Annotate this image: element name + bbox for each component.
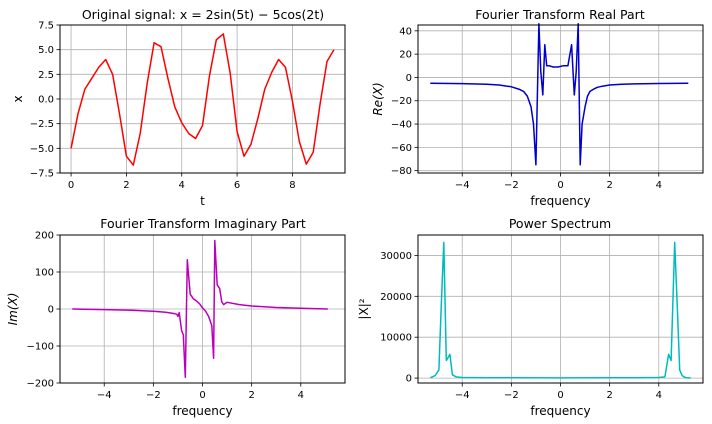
y-tick-label: −20 [391, 96, 412, 107]
chart-title: Power Spectrum [509, 216, 611, 231]
x-tick-label: 4 [298, 390, 304, 401]
y-tick-label: 2.5 [38, 70, 54, 81]
x-tick-label: 4 [656, 390, 662, 401]
chart-fourier-imaginary: Fourier Transform Imaginary Part −4 −2 0 2 4… [6, 216, 346, 418]
y-tick-label: 0 [406, 73, 412, 84]
x-tick-label: 4 [656, 180, 662, 191]
y-axis-label: x [11, 95, 25, 102]
x-tick-label: 2 [123, 180, 129, 191]
x-tick-label: 0 [199, 390, 205, 401]
y-tick-label: 200 [35, 231, 54, 242]
y-tick-label: 10000 [380, 333, 412, 344]
x-tick-label: −2 [146, 390, 161, 401]
x-tick-label: 0 [557, 180, 563, 191]
y-tick-label: −40 [391, 120, 412, 131]
x-tick-label: −4 [455, 390, 470, 401]
x-tick-label: 6 [234, 180, 240, 191]
y-tick-label: 20000 [380, 292, 412, 303]
y-axis-label: |X|² [357, 298, 371, 319]
series-line [430, 23, 689, 166]
x-tick-label: −4 [97, 390, 112, 401]
y-tick-label: 0 [406, 374, 412, 385]
x-axis-label: frequency [530, 194, 590, 208]
y-tick-label: 0.0 [38, 95, 54, 106]
x-tick-label: −2 [504, 390, 519, 401]
y-tick-label: 7.5 [38, 21, 54, 32]
y-tick-label: 40 [399, 26, 412, 37]
y-tick-label: −200 [27, 379, 54, 390]
x-axis-label: frequency [172, 404, 232, 418]
x-tick-label: −2 [504, 180, 519, 191]
y-tick-label: −7.5 [30, 169, 54, 180]
y-tick-label: −60 [391, 143, 412, 154]
x-tick-label: 8 [289, 180, 295, 191]
y-tick-label: 30000 [380, 251, 412, 262]
y-tick-label: 5.0 [38, 45, 54, 56]
x-tick-label: 2 [606, 180, 612, 191]
y-tick-label: −100 [27, 342, 54, 353]
y-tick-label: −2.5 [30, 119, 54, 130]
chart-fourier-real: Fourier Transform Real Part −4 −2 0 2 4−80−6… [371, 7, 704, 208]
y-tick-label: 100 [35, 268, 54, 279]
y-tick-label: 0 [48, 305, 54, 316]
y-tick-label: 20 [399, 50, 412, 61]
series-line [429, 241, 691, 379]
chart-original-signal: Original signal: x = 2sin(5t) − 5cos(2t)… [11, 7, 346, 208]
y-axis-label: Re(X) [371, 82, 385, 115]
series-line [72, 239, 328, 379]
chart-title: Fourier Transform Real Part [475, 7, 645, 22]
x-tick-label: −4 [455, 180, 470, 191]
y-tick-label: −80 [391, 166, 412, 177]
x-tick-label: 0 [557, 390, 563, 401]
x-tick-label: 2 [606, 390, 612, 401]
y-axis-label: Im(X) [6, 293, 20, 326]
x-tick-label: 2 [248, 390, 254, 401]
chart-title: Original signal: x = 2sin(5t) − 5cos(2t) [82, 7, 324, 22]
x-tick-label: 4 [179, 180, 185, 191]
x-tick-label: 0 [68, 180, 74, 191]
chart-power-spectrum: Power Spectrum −4 −2 0 2 4 0 10000 20000 30000 f… [357, 216, 704, 418]
x-axis-label: t [200, 194, 205, 208]
x-axis-label: frequency [530, 404, 590, 418]
y-tick-label: −5.0 [30, 144, 54, 155]
chart-title: Fourier Transform Imaginary Part [100, 216, 306, 231]
series-line [70, 33, 335, 166]
